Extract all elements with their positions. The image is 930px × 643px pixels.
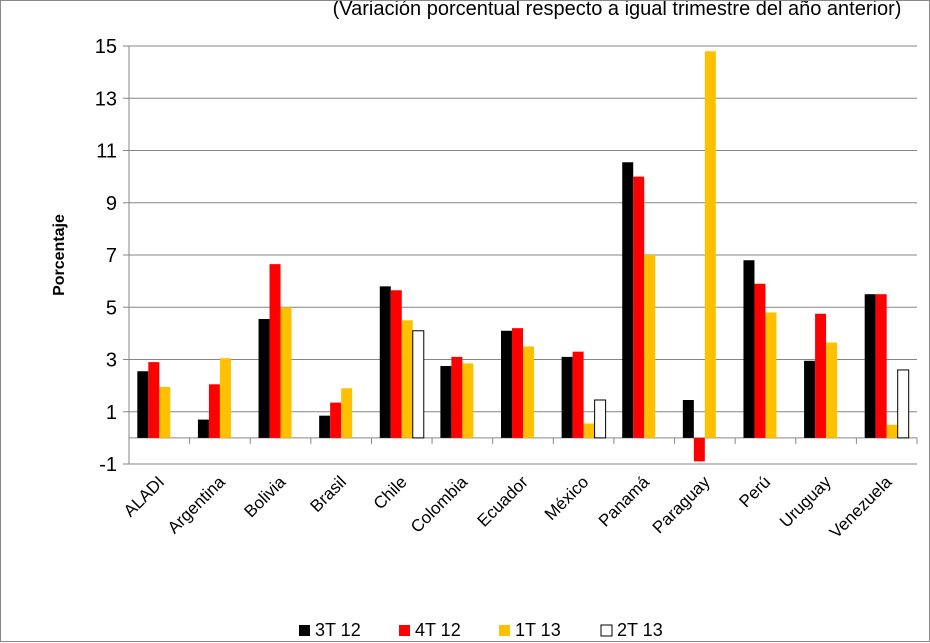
bar-1t-13	[159, 386, 171, 438]
bar-3t-12	[561, 356, 573, 438]
bar-1t-13	[280, 307, 292, 438]
bar-1t-13	[704, 51, 716, 438]
bar-2t-13	[594, 399, 607, 439]
bar-1t-13	[462, 363, 474, 438]
bar-3t-12	[319, 415, 331, 438]
x-category-label: Paraguay	[649, 472, 714, 537]
bar-4t-12	[208, 384, 220, 438]
x-category-label: Brasil	[306, 472, 349, 515]
y-axis-label: Porcentaje	[51, 214, 68, 296]
bars	[137, 51, 910, 462]
bar-3t-12	[622, 162, 634, 438]
bar-1t-13	[765, 312, 777, 438]
bar-1t-13	[886, 424, 898, 438]
bar-3t-12	[743, 260, 755, 438]
bar-3t-12	[440, 366, 452, 438]
bar-3t-12	[501, 330, 512, 438]
bar-4t-12	[390, 290, 402, 438]
bar-1t-13	[583, 423, 595, 438]
bar-1t-13	[523, 346, 534, 438]
legend-label: 4T 12	[415, 620, 461, 640]
x-category-label: Colombia	[407, 472, 472, 537]
legend-swatch	[299, 625, 310, 636]
bar-3t-12	[379, 286, 391, 438]
x-category-label: Panamá	[595, 472, 654, 531]
bar-4t-12	[269, 264, 281, 438]
bar-3t-12	[804, 360, 816, 438]
legend-swatch	[399, 625, 410, 636]
bar-4t-12	[875, 294, 887, 438]
x-category-label: Venezuela	[826, 472, 896, 542]
bar-3t-12	[258, 319, 270, 438]
legend-swatch	[499, 625, 510, 636]
bar-3t-12	[197, 419, 209, 438]
bar-1t-13	[341, 388, 353, 438]
x-category-label: Chile	[370, 472, 411, 513]
x-category-label: Argentina	[164, 472, 229, 537]
bar-4t-12	[148, 362, 160, 438]
x-category-label: ALADI	[120, 472, 168, 520]
bar-3t-12	[682, 399, 694, 438]
bar-4t-12	[754, 283, 766, 438]
legend-label: 3T 12	[315, 620, 361, 640]
y-tick-label: 3	[106, 350, 117, 372]
y-tick-label: 15	[95, 36, 117, 58]
legend: 3T 12 4T 12 1T 13 2T 13	[299, 620, 663, 640]
x-category-label: Bolivia	[241, 472, 290, 521]
y-tick-label: 1	[106, 402, 117, 424]
legend-label: 1T 13	[515, 620, 561, 640]
y-tick-label: 9	[106, 193, 117, 215]
bar-3t-12	[864, 294, 876, 438]
chart-subtitle: (Variación porcentual respecto a igual t…	[333, 1, 902, 20]
bar-1t-13	[401, 320, 413, 438]
x-category-label: Ecuador	[474, 472, 532, 530]
bar-1t-13	[219, 358, 231, 438]
y-tick-label: 11	[96, 141, 117, 163]
x-category-label: México	[541, 472, 593, 524]
x-category-label: Uruguay	[776, 472, 835, 531]
bar-4t-12	[693, 437, 705, 462]
y-tick-label: 7	[106, 245, 117, 267]
legend-swatch	[600, 624, 613, 637]
bar-4t-12	[633, 176, 645, 438]
bar-4t-12	[815, 313, 827, 438]
bar-3t-12	[137, 371, 149, 438]
bar-2t-13	[897, 369, 910, 439]
bar-4t-12	[512, 328, 523, 438]
bar-1t-13	[826, 342, 838, 438]
bar-4t-12	[572, 351, 584, 438]
bar-4t-12	[330, 402, 342, 438]
bar-4t-12	[451, 356, 463, 438]
legend-label: 2T 13	[617, 620, 663, 640]
bar-2t-13	[412, 330, 425, 439]
y-tick-label: -1	[99, 454, 117, 476]
bar-1t-13	[644, 255, 656, 438]
y-tick-label: 5	[106, 297, 117, 319]
x-category-label: Perú	[735, 472, 774, 511]
y-tick-label: 13	[95, 88, 117, 110]
